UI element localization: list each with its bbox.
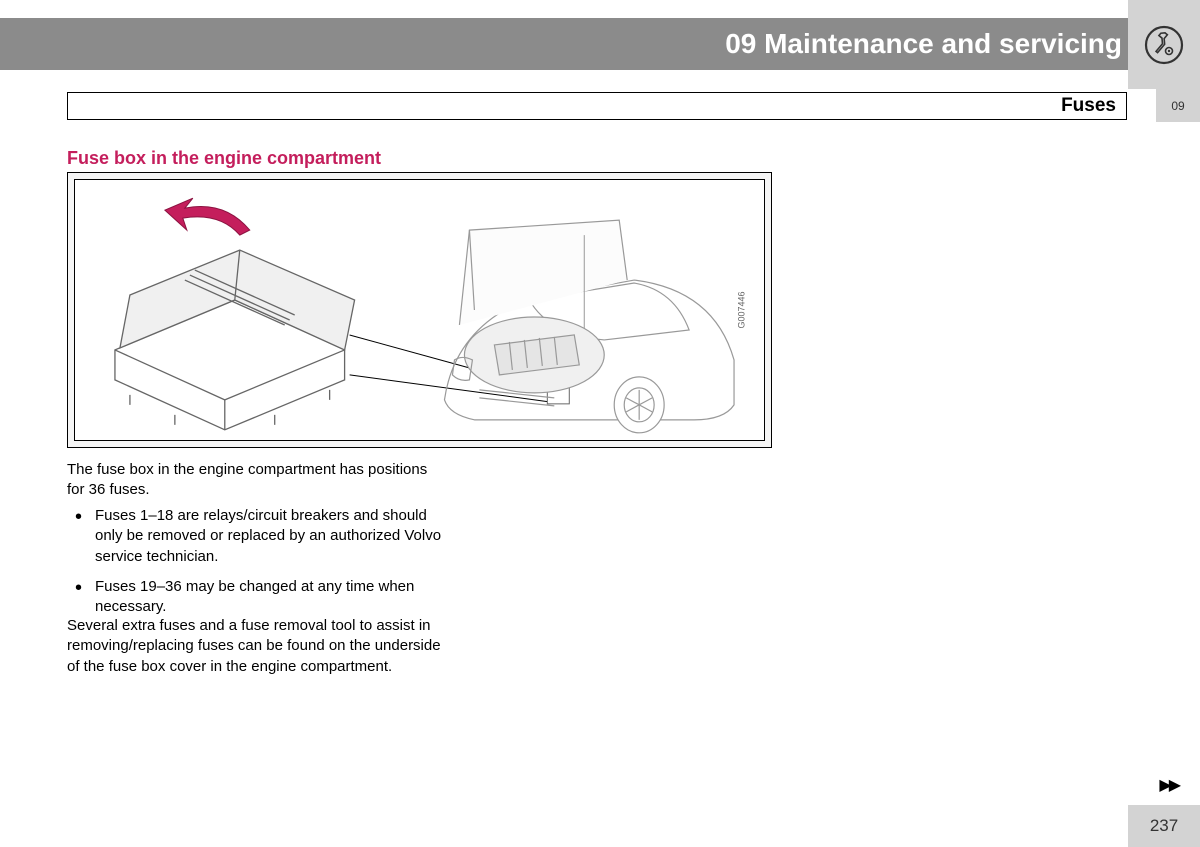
diagram-inner: G007446 <box>74 179 765 441</box>
section-title-bar: Fuses <box>67 92 1127 120</box>
chapter-title: 09 Maintenance and servicing <box>725 28 1122 60</box>
chapter-header-bar: 09 Maintenance and servicing <box>0 18 1200 70</box>
diagram-frame: G007446 <box>67 172 772 448</box>
subsection-heading: Fuse box in the engine compartment <box>67 148 381 169</box>
page-number-box: 237 <box>1128 805 1200 847</box>
list-item: Fuses 19–36 may be changed at any time w… <box>67 577 447 618</box>
fuse-box-diagram <box>75 180 764 440</box>
chapter-tab: 09 <box>1156 89 1200 122</box>
list-item: Fuses 1–18 are relays/circuit breakers a… <box>67 506 447 567</box>
chapter-icon-box <box>1128 0 1200 89</box>
section-title: Fuses <box>1061 95 1116 117</box>
intro-paragraph: The fuse box in the engine compartment h… <box>67 460 447 501</box>
page-number: 237 <box>1150 816 1178 836</box>
chapter-tab-label: 09 <box>1171 99 1184 113</box>
extra-paragraph: Several extra fuses and a fuse removal t… <box>67 616 447 677</box>
lift-arrow-icon <box>165 198 250 235</box>
diagram-id-label: G007446 <box>736 291 746 328</box>
wrench-icon <box>1144 25 1184 65</box>
continue-icon: ▶▶ <box>1159 775 1178 795</box>
bullet-list: Fuses 1–18 are relays/circuit breakers a… <box>67 506 447 627</box>
